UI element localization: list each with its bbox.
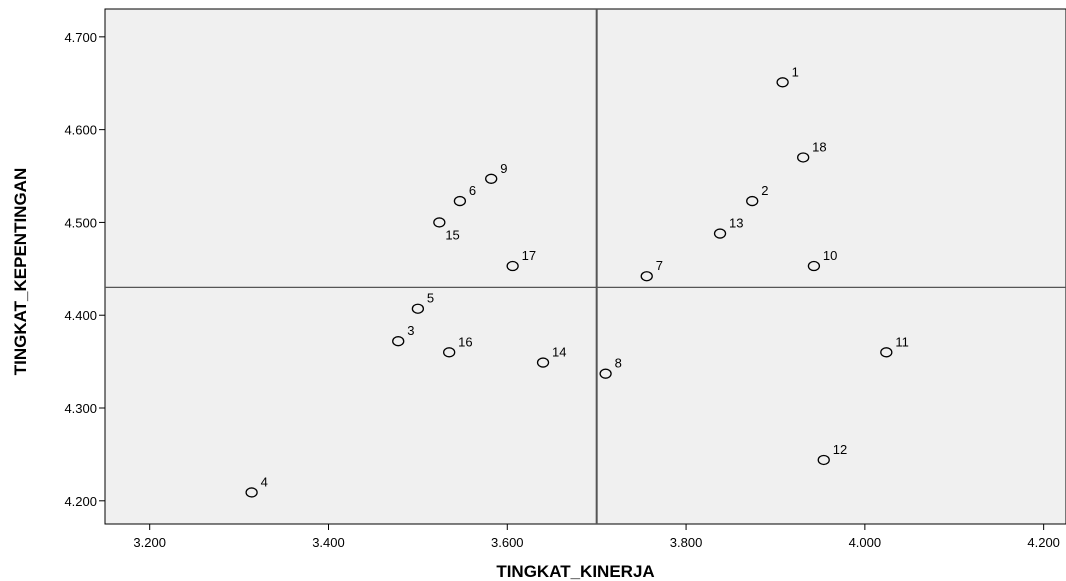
data-point-11 [880,347,893,358]
data-point-label-17: 17 [522,248,536,263]
data-point-label-6: 6 [469,183,476,198]
x-tick-label: 3.200 [133,535,166,550]
data-point-label-8: 8 [615,356,622,371]
data-point-label-18: 18 [812,139,826,154]
data-point-label-9: 9 [500,161,507,176]
data-point-label-13: 13 [729,216,743,231]
x-tick-label: 3.600 [491,535,524,550]
data-point-14 [536,357,550,368]
data-point-label-4: 4 [261,474,268,489]
plot-area [104,8,1066,525]
data-point-label-7: 7 [656,258,663,273]
data-point-label-10: 10 [823,248,837,263]
data-point-16 [443,347,456,358]
y-tick-label: 4.500 [64,215,97,230]
x-axis: 3.200 3.400 3.600 3.800 4.000 4.200 [133,524,1060,550]
y-tick-label: 4.200 [64,494,97,509]
data-point-10 [807,260,821,272]
data-point-12 [817,454,830,466]
data-point-17 [506,260,519,272]
data-point-label-16: 16 [458,334,472,349]
data-point-2 [746,195,759,207]
data-point-3 [392,336,405,347]
data-point-4 [245,487,258,498]
data-point-label-1: 1 [792,64,799,79]
data-point-1 [776,77,789,88]
data-point-18 [797,152,810,163]
reference-lines [105,9,1066,524]
x-tick-label: 3.800 [670,535,703,550]
data-point-label-14: 14 [552,345,566,360]
y-tick-label: 4.700 [64,30,97,45]
y-axis: 4.200 4.300 4.400 4.500 4.600 4.700 [64,30,105,509]
x-tick-label: 3.400 [312,535,345,550]
data-point-8 [599,368,612,379]
data-point-13 [713,228,727,239]
y-tick-label: 4.300 [64,401,97,416]
data-point-label-3: 3 [407,323,414,338]
data-point-15 [433,217,446,228]
x-tick-label: 4.200 [1027,535,1060,550]
data-point-9 [485,173,498,184]
data-point-label-2: 2 [761,183,768,198]
data-point-label-11: 11 [895,334,909,349]
x-axis-title: TINGKAT_KINERJA [496,562,654,581]
data-point-label-5: 5 [427,291,434,306]
y-tick-label: 4.400 [64,308,97,323]
y-axis-title: TINGKAT_KEPENTINGAN [11,168,30,375]
data-point-label-15: 15 [445,227,459,242]
data-point-5 [411,303,425,314]
data-point-7 [640,271,653,282]
data-point-label-12: 12 [833,442,847,457]
x-tick-label: 4.000 [849,535,882,550]
y-tick-label: 4.600 [64,123,97,138]
data-point-6 [453,195,467,207]
